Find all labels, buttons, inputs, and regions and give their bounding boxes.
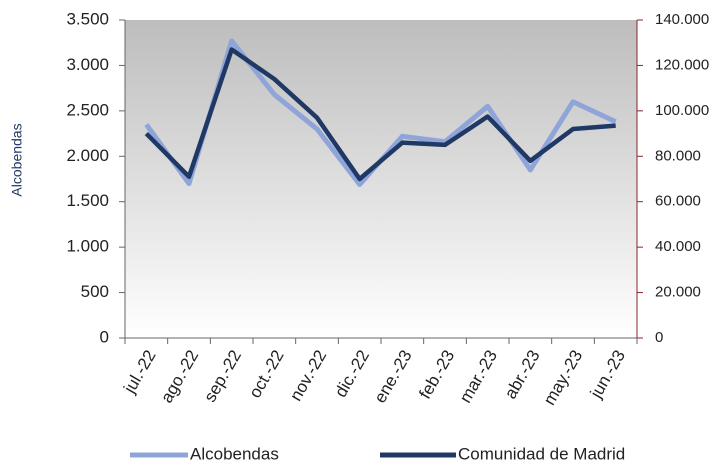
y-tick-label: 1.000 [66, 237, 109, 256]
y2-tick-label: 40.000 [655, 238, 701, 255]
y2-tick-label: 80.000 [655, 147, 701, 164]
y2-tick-label: 100.000 [655, 102, 709, 119]
y-tick-label: 3.000 [66, 55, 109, 74]
y-tick-label: 500 [81, 282, 109, 301]
x-tick-label: nov.-22 [286, 347, 330, 405]
y-tick-label: 3.500 [66, 9, 109, 28]
y2-tick-label: 60.000 [655, 193, 701, 210]
plot-area [125, 20, 637, 338]
series-line [144, 47, 616, 182]
y-tick-label: 2.500 [66, 100, 109, 119]
y-tick-label: 1.500 [66, 191, 109, 210]
y2-tick-label: 20.000 [655, 284, 701, 301]
x-tick-label: ago.-22 [157, 347, 202, 406]
x-tick-label: jul.-22 [120, 347, 160, 397]
x-tick-label: sep.-22 [200, 347, 245, 406]
y2-tick-label: 0 [655, 329, 663, 346]
legend-label: Comunidad de Madrid [458, 444, 625, 463]
x-tick-label: dic.-22 [331, 347, 373, 401]
y2-tick-label: 140.000 [655, 11, 709, 28]
y-tick-label: 2.000 [66, 146, 109, 165]
x-tick-label: feb.-23 [415, 347, 458, 402]
y2-tick-label: 120.000 [655, 56, 709, 73]
x-tick-label: abr.-23 [501, 347, 544, 402]
x-tick-label: may.-23 [540, 347, 587, 409]
x-tick-label: mar.-23 [456, 347, 501, 406]
legend-label: Alcobendas [190, 444, 279, 463]
y-tick-label: 0 [100, 327, 109, 346]
x-tick-label: jun.-23 [586, 347, 629, 402]
y-axis-label: Alcobendas [9, 123, 25, 196]
x-tick-label: ene.-23 [370, 347, 415, 406]
x-tick-label: oct.-22 [245, 347, 287, 402]
